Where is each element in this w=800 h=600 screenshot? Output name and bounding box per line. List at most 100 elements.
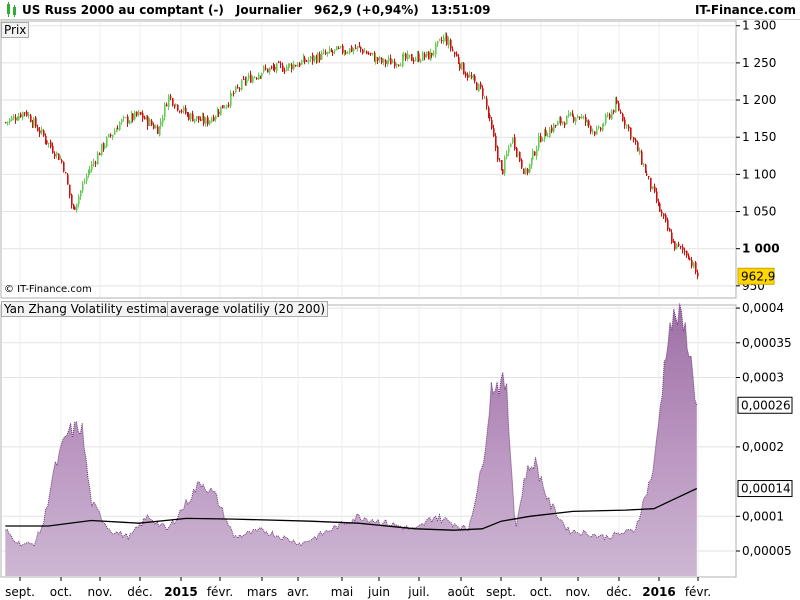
candle-body — [529, 164, 531, 173]
candle-body — [273, 66, 275, 69]
candle-body — [274, 66, 276, 70]
candle-body — [123, 117, 125, 119]
candle-body — [682, 246, 684, 250]
candle-body — [220, 106, 222, 116]
candle-body — [116, 129, 118, 132]
candle-body — [525, 168, 527, 174]
candle-body — [78, 196, 80, 205]
candle-body — [575, 118, 577, 122]
candle-body — [50, 141, 52, 147]
x-tick-label: juil. — [407, 585, 429, 599]
price-y-tick-label: 1 150 — [742, 130, 776, 144]
candle-body — [194, 118, 196, 122]
candle-body — [267, 68, 269, 73]
candle-body — [7, 121, 9, 123]
candle-body — [471, 75, 473, 78]
x-tick-label: nov. — [566, 585, 591, 599]
candle-body — [458, 57, 460, 63]
candle-body — [517, 153, 519, 156]
candle-body — [456, 53, 458, 57]
candle-body — [489, 115, 491, 119]
candle-body — [446, 35, 448, 45]
candle-body — [630, 127, 632, 138]
candle-body — [400, 65, 402, 67]
candle-body — [187, 113, 189, 115]
candle-body — [431, 53, 433, 56]
candle-body — [56, 152, 58, 156]
candle-body — [241, 80, 243, 90]
candle-body — [336, 46, 338, 51]
x-tick-label: févr. — [207, 585, 233, 599]
candle-body — [538, 135, 540, 149]
candle-body — [260, 76, 262, 78]
candle-body — [480, 83, 482, 88]
candle-body — [254, 76, 256, 78]
candle-body — [192, 113, 194, 122]
candle-body — [671, 232, 673, 243]
candle-body — [467, 74, 469, 78]
candle-body — [463, 63, 465, 75]
candle-body — [342, 45, 344, 53]
candle-body — [514, 137, 516, 150]
candle-body — [73, 204, 75, 208]
candle-body — [58, 153, 60, 160]
candle-body — [67, 174, 69, 185]
candle-body — [91, 163, 93, 170]
candle-body — [497, 146, 499, 160]
candle-body — [652, 186, 654, 190]
candle-body — [598, 126, 600, 129]
candle-body — [280, 63, 282, 65]
candle-body — [97, 153, 99, 165]
title-bar: US Russ 2000 au comptant (-) Journalier … — [0, 0, 800, 20]
candle-body — [377, 57, 379, 61]
candle-body — [579, 116, 581, 119]
candle-body — [200, 119, 202, 121]
candle-body — [30, 115, 32, 123]
candle-body — [387, 62, 389, 64]
candle-body — [28, 114, 30, 117]
candle-body — [658, 202, 660, 204]
candle-body — [673, 241, 675, 243]
average-label: average volatiliy (20 200) — [167, 301, 329, 317]
candle-body — [211, 118, 213, 122]
x-tick-label: avr. — [287, 585, 309, 599]
candle-body — [594, 131, 596, 135]
candle-body — [512, 137, 514, 144]
candle-body — [319, 53, 321, 61]
candle-body — [639, 150, 641, 153]
price-y-tick-label: 1 200 — [742, 93, 776, 107]
candle-body — [600, 127, 602, 130]
last-price: 962,9 (+0,94%) — [314, 2, 419, 17]
candle-body — [308, 59, 310, 62]
candle-body — [473, 76, 475, 79]
candle-body — [405, 53, 407, 59]
candle-body — [663, 213, 665, 217]
candle-body — [648, 176, 650, 178]
candle-body — [5, 122, 7, 124]
x-tick-label: déc. — [127, 585, 152, 599]
x-tick-label: sept. — [5, 585, 35, 599]
candle-body — [572, 113, 574, 116]
candle-body — [553, 124, 555, 132]
candle-body — [35, 117, 37, 127]
candle-body — [469, 74, 471, 77]
candle-body — [207, 117, 209, 125]
candle-body — [665, 215, 667, 221]
candle-body — [345, 52, 347, 54]
candle-body — [323, 51, 325, 54]
candle-body — [295, 65, 297, 67]
price-candles — [5, 32, 699, 280]
candle-body — [168, 95, 170, 107]
candle-body — [439, 39, 441, 41]
volatility-average-path — [5, 487, 698, 531]
candle-body — [239, 88, 241, 90]
candle-body — [317, 53, 319, 63]
candle-body — [527, 168, 529, 173]
candle-body — [349, 48, 351, 54]
value-tags: 962,9 0,00026 0,00014 — [737, 267, 793, 498]
candle-body — [157, 126, 159, 135]
volatility-area-outline — [5, 303, 698, 548]
candle-body — [362, 49, 364, 54]
candle-body — [155, 126, 157, 129]
x-tick-label: févr. — [685, 585, 711, 599]
